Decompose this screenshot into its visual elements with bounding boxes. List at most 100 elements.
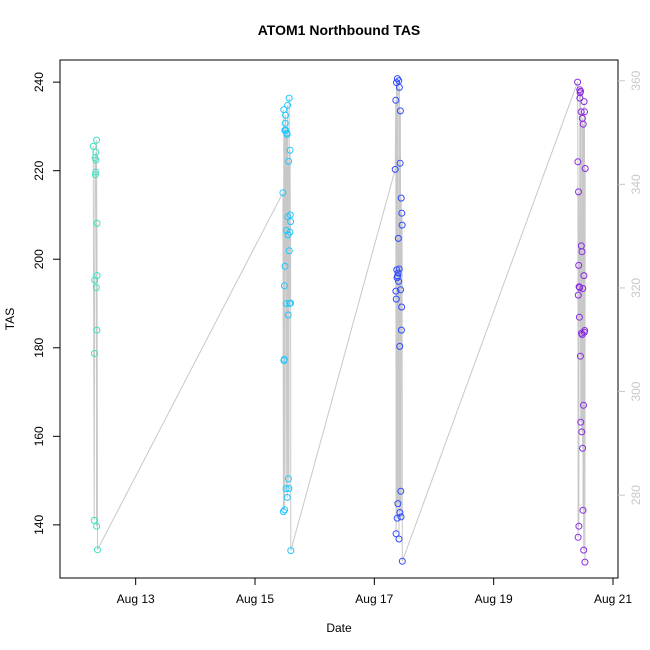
data-point (280, 282, 288, 290)
data-point (398, 557, 406, 565)
data-point (92, 148, 100, 156)
tas-point-layer (89, 75, 589, 566)
data-point (395, 535, 403, 543)
data-point (577, 87, 585, 95)
data-point (396, 159, 404, 167)
x-tick-label: Aug 19 (475, 592, 513, 606)
tas-line-layer (92, 78, 586, 563)
data-point (393, 514, 401, 522)
data-point (285, 485, 293, 493)
y-tick-label: 240 (32, 72, 46, 92)
data-point (392, 295, 400, 303)
data-point (394, 272, 402, 280)
data-point (285, 94, 293, 102)
data-point (287, 299, 294, 307)
data-point (580, 546, 588, 554)
data-point (398, 221, 406, 229)
x-axis-label: Date (326, 621, 352, 635)
data-point (93, 326, 101, 334)
data-point (397, 286, 405, 294)
data-point (394, 234, 402, 242)
data-point (283, 130, 291, 138)
data-point (283, 493, 291, 501)
y-axis: 140 160 180 200 220 240 (32, 72, 60, 535)
y-tick-label: 140 (32, 515, 46, 535)
x-tick-label: Aug 13 (117, 592, 155, 606)
data-point (89, 142, 97, 150)
data-point (397, 487, 405, 495)
y-axis-label: TAS (3, 308, 17, 330)
data-point (395, 265, 403, 273)
data-point (284, 311, 292, 319)
data-point (93, 219, 101, 227)
series-group (279, 94, 295, 555)
data-point (398, 303, 406, 311)
data-point (574, 78, 582, 86)
data-point (396, 509, 404, 516)
data-point (285, 157, 293, 165)
data-point (397, 326, 405, 334)
data-point (574, 158, 582, 166)
data-point (284, 475, 292, 483)
data-point (575, 522, 583, 530)
data-point (280, 355, 288, 363)
data-point (577, 108, 585, 116)
data-point (391, 165, 399, 173)
tas-line (92, 78, 586, 563)
data-point (581, 327, 589, 334)
data-point (285, 247, 293, 255)
data-point (92, 156, 100, 164)
data-point (91, 350, 98, 357)
data-point (578, 248, 586, 256)
data-point (579, 506, 587, 514)
data-point (394, 500, 402, 508)
data-point (396, 342, 404, 350)
data-point (579, 444, 587, 452)
data-point (93, 522, 101, 530)
data-point (579, 285, 587, 292)
chart-title: ATOM1 Northbound TAS (258, 22, 421, 38)
data-point (396, 107, 404, 115)
series-group (391, 75, 406, 565)
data-point (581, 558, 589, 566)
data-point (575, 261, 583, 269)
data-point (580, 272, 588, 280)
data-point (287, 218, 295, 226)
data-point (287, 547, 295, 555)
y-tick-label: 180 (32, 337, 46, 357)
data-point (91, 171, 99, 179)
series-group (574, 78, 589, 566)
data-point (392, 96, 400, 104)
y2-tick-label: 280 (629, 485, 643, 505)
data-point (92, 168, 100, 176)
data-point (283, 227, 290, 234)
data-point (581, 165, 589, 172)
y-tick-label: 220 (32, 160, 46, 180)
y-tick-label: 160 (32, 426, 46, 446)
y2-tick-label: 360 (629, 70, 643, 90)
data-point (397, 194, 405, 202)
data-point (286, 146, 294, 154)
data-point (279, 508, 287, 516)
data-point (94, 546, 101, 554)
x-axis: Aug 13 Aug 15 Aug 17 Aug 19 Aug 21 (60, 577, 632, 606)
data-point (395, 77, 403, 85)
data-point (578, 428, 586, 436)
data-point (575, 188, 582, 196)
x-tick-label: Aug 17 (355, 592, 393, 606)
data-point (90, 516, 98, 524)
y2-tick-label: 300 (629, 381, 643, 401)
x-tick-label: Aug 15 (236, 592, 274, 606)
data-point (577, 418, 585, 426)
plot-frame (59, 59, 619, 579)
data-point (580, 401, 587, 409)
data-point (282, 485, 290, 493)
data-point (576, 352, 584, 360)
data-point (575, 313, 583, 321)
data-point (574, 291, 582, 299)
data-point (279, 189, 287, 197)
data-point (576, 284, 584, 292)
data-point (282, 111, 289, 119)
data-point (93, 272, 101, 280)
data-point (286, 228, 294, 236)
